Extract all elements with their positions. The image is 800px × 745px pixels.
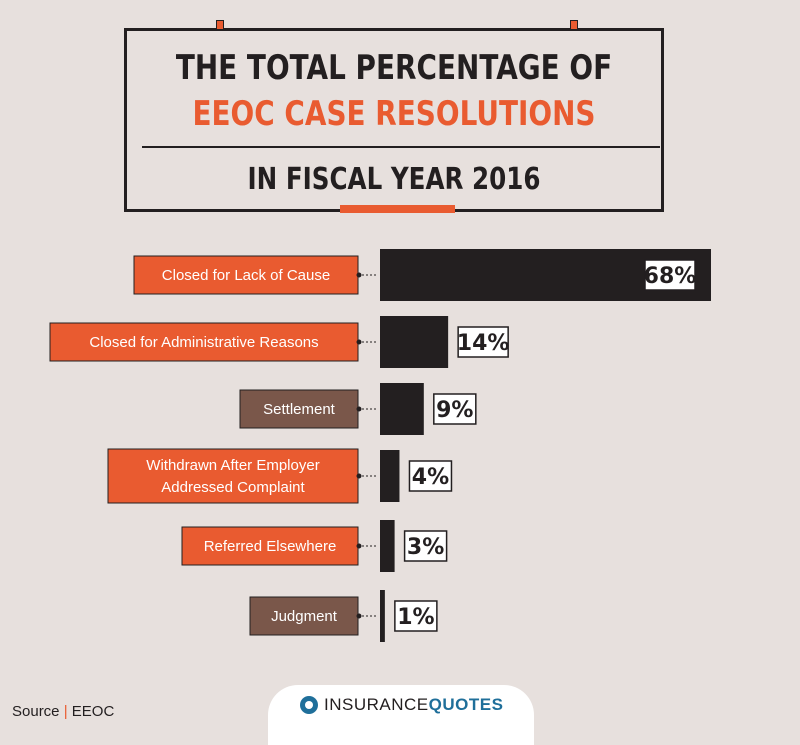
bar bbox=[380, 316, 449, 368]
connector-dot bbox=[356, 473, 362, 479]
connector-dot bbox=[356, 339, 362, 345]
category-label-box bbox=[239, 389, 359, 429]
connector-dot bbox=[356, 406, 362, 412]
category-label-box bbox=[181, 526, 359, 566]
category-label: Withdrawn After Employer Addressed Compla… bbox=[146, 457, 319, 496]
chart-title-line-3: IN FISCAL YEAR 2016 bbox=[247, 162, 541, 197]
frame-bottom-tab bbox=[340, 205, 455, 213]
frame-peg-right bbox=[570, 20, 578, 30]
chart-title-line-2: EEOC CASE RESOLUTIONS bbox=[192, 94, 596, 134]
category-label: Settlement bbox=[263, 401, 336, 418]
value-label-box bbox=[644, 259, 696, 291]
source-separator: | bbox=[63, 703, 68, 720]
bar-chart: Closed for Lack of Cause 68% Closed for Ad… bbox=[49, 249, 711, 642]
category-label: Closed for Lack of Cause bbox=[162, 267, 330, 284]
bar bbox=[380, 590, 385, 642]
category-label-box bbox=[107, 448, 359, 504]
title-divider bbox=[142, 146, 660, 148]
value-label: 4% bbox=[412, 465, 449, 490]
logo-word-1: INSURANCE bbox=[324, 695, 429, 714]
category-label: Judgment bbox=[271, 608, 338, 625]
insurancequotes-logo-icon bbox=[300, 696, 318, 714]
value-label: 14% bbox=[457, 331, 510, 356]
value-label-box bbox=[403, 530, 448, 562]
value-label-box bbox=[457, 326, 509, 358]
bar bbox=[380, 520, 395, 572]
value-label: 68% bbox=[644, 264, 697, 289]
connector-dot bbox=[356, 272, 362, 278]
category-label-line: Withdrawn After Employer bbox=[146, 457, 319, 474]
value-label-box bbox=[394, 600, 438, 632]
category-label-box bbox=[133, 255, 359, 295]
value-label-box bbox=[408, 460, 453, 492]
chart-title-line-1: THE TOTAL PERCENTAGE OF bbox=[175, 48, 613, 88]
source-label: Source bbox=[12, 703, 60, 720]
category-label-box bbox=[249, 596, 359, 636]
value-label: 1% bbox=[397, 605, 434, 630]
category-label-line: Addressed Complaint bbox=[161, 479, 305, 496]
connector-dot bbox=[356, 613, 362, 619]
value-label-box bbox=[433, 393, 477, 425]
logo-word-2: QUOTES bbox=[428, 695, 504, 714]
category-label-box bbox=[49, 322, 359, 362]
category-label: Referred Elsewhere bbox=[204, 538, 337, 555]
insurancequotes-logo: INSURANCEQUOTES bbox=[324, 695, 503, 715]
connector-dot bbox=[356, 543, 362, 549]
source-value: EEOC bbox=[71, 703, 115, 720]
logo-background bbox=[268, 685, 534, 745]
value-label: 3% bbox=[407, 535, 444, 560]
value-label: 9% bbox=[436, 398, 473, 423]
frame-peg-left bbox=[216, 20, 224, 30]
category-label: Closed for Administrative Reasons bbox=[89, 334, 318, 351]
bar bbox=[380, 450, 400, 502]
source-note: Source | EEOC bbox=[12, 703, 114, 720]
bar bbox=[380, 383, 424, 435]
